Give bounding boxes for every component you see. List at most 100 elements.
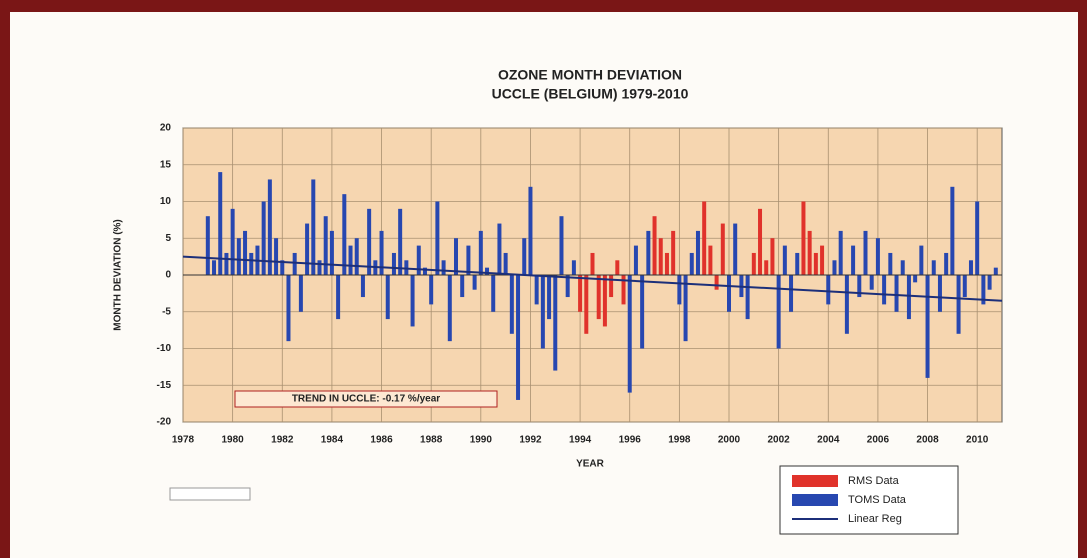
bar: [317, 260, 322, 275]
bar: [776, 275, 781, 349]
bar: [664, 252, 669, 275]
x-tick-label: 1990: [470, 435, 493, 446]
bar: [602, 275, 607, 327]
bar: [385, 275, 390, 320]
bar: [596, 275, 601, 320]
bar: [274, 238, 279, 275]
bar: [944, 252, 949, 275]
legend-swatch: [792, 494, 838, 506]
bar: [615, 260, 620, 275]
bar: [925, 275, 930, 378]
bar: [280, 260, 285, 275]
bar: [993, 267, 998, 275]
bar: [360, 275, 365, 298]
x-tick-label: 1978: [172, 435, 195, 446]
x-tick-label: 1986: [370, 435, 393, 446]
bar: [633, 245, 638, 275]
annotation-box: [234, 390, 498, 408]
legend-swatch: [792, 475, 838, 487]
bar: [422, 267, 427, 275]
y-tick-label: 10: [160, 196, 172, 207]
bar: [913, 275, 918, 283]
bar: [658, 238, 663, 275]
x-tick-label: 2006: [867, 435, 890, 446]
bar: [677, 275, 682, 305]
bar: [906, 275, 911, 320]
annotation: TREND IN UCCLE: -0.17 %/year: [292, 394, 440, 405]
bar: [745, 275, 750, 320]
bar: [646, 230, 651, 275]
x-tick-label: 1992: [519, 435, 542, 446]
bar: [348, 245, 353, 275]
bar: [640, 275, 645, 349]
x-axis-label: YEAR: [576, 459, 605, 470]
bar: [652, 216, 657, 275]
y-tick-label: -20: [157, 417, 172, 428]
bar: [292, 252, 297, 275]
bar: [528, 186, 533, 275]
bar: [534, 275, 539, 305]
bar: [398, 208, 403, 275]
bar: [578, 275, 583, 312]
x-tick-label: 2000: [718, 435, 741, 446]
y-tick-label: 0: [165, 270, 171, 281]
bar: [770, 238, 775, 275]
bar: [894, 275, 899, 312]
bar: [764, 260, 769, 275]
x-tick-label: 2008: [916, 435, 939, 446]
bar: [820, 245, 825, 275]
bar: [267, 179, 272, 275]
bar: [243, 230, 248, 275]
bar: [813, 252, 818, 275]
bar: [714, 275, 719, 290]
bar: [832, 260, 837, 275]
bar: [609, 275, 614, 298]
chart-title: OZONE MONTH DEVIATION: [498, 67, 682, 83]
bar: [695, 230, 700, 275]
bar: [851, 245, 856, 275]
bar: [205, 216, 210, 275]
chart-subtitle: UCCLE (BELGIUM) 1979-2010: [492, 86, 689, 102]
bar: [702, 201, 707, 275]
x-tick-label: 1998: [668, 435, 691, 446]
x-tick-label: 2004: [817, 435, 840, 446]
bar: [261, 201, 266, 275]
bar: [683, 275, 688, 342]
y-tick-label: -10: [157, 343, 172, 354]
bar: [354, 238, 359, 275]
bar: [509, 275, 514, 334]
bar: [466, 245, 471, 275]
x-tick-label: 1984: [321, 435, 344, 446]
bar: [844, 275, 849, 334]
x-tick-label: 1980: [222, 435, 245, 446]
bar: [565, 275, 570, 298]
bar: [236, 238, 241, 275]
bar: [571, 260, 576, 275]
bar: [460, 275, 465, 298]
y-tick-label: 15: [160, 159, 172, 170]
bar: [212, 260, 217, 275]
bar: [336, 275, 341, 320]
bar: [540, 275, 545, 349]
bar: [379, 230, 384, 275]
bar: [323, 216, 328, 275]
bar: [447, 275, 452, 342]
bar: [987, 275, 992, 290]
bar: [584, 275, 589, 334]
bar: [441, 260, 446, 275]
bar: [733, 223, 738, 275]
bar: [950, 186, 955, 275]
bar: [956, 275, 961, 334]
bar: [485, 267, 490, 275]
bar: [478, 230, 483, 275]
bar: [727, 275, 731, 312]
legend-label: Linear Reg: [848, 513, 902, 525]
stamp-box: [169, 487, 251, 501]
bar: [782, 245, 787, 275]
bar: [689, 252, 694, 275]
bar: [801, 201, 806, 275]
bar: [975, 201, 980, 275]
y-tick-label: 20: [160, 123, 172, 134]
legend-label: RMS Data: [848, 475, 900, 487]
bar: [875, 238, 880, 275]
